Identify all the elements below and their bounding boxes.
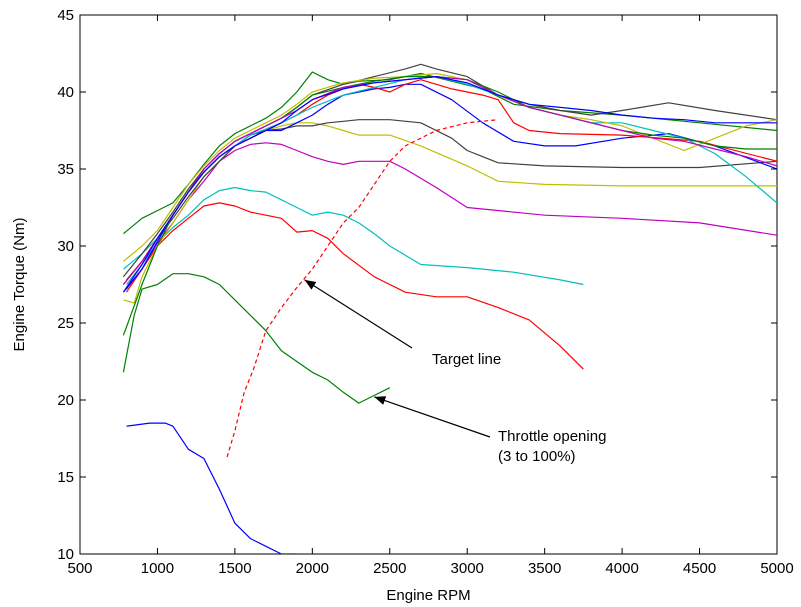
annotation-arrow-line	[374, 396, 491, 438]
annotation-arrow-line	[304, 279, 413, 349]
x-tick-label: 2500	[373, 560, 406, 577]
series-line-12	[122, 63, 777, 278]
y-tick-label: 40	[57, 84, 74, 101]
x-axis-label: Engine RPM	[386, 587, 470, 604]
series-line-15	[122, 75, 777, 285]
annotation-arrowhead	[374, 396, 387, 405]
annotation-target-line-text: Target line	[432, 351, 501, 368]
x-tick-label: 3500	[528, 560, 561, 577]
x-tick-label: 1000	[141, 560, 174, 577]
x-tick-label: 500	[67, 560, 92, 577]
series-line-1	[126, 422, 297, 554]
series-line-4	[126, 186, 584, 286]
annotation-throttle-opening-text: Throttle opening	[498, 428, 606, 445]
annotation-throttle-opening-text: (3 to 100%)	[498, 448, 576, 465]
y-tick-label: 15	[57, 469, 74, 486]
y-tick-label: 45	[57, 7, 74, 24]
x-tick-label: 4000	[605, 560, 638, 577]
annotation-arrowhead	[304, 279, 317, 290]
x-tick-label: 4500	[683, 560, 716, 577]
y-axis-label: Engine Torque (Nm)	[11, 218, 28, 352]
series-layer	[122, 63, 777, 554]
axes-layer: 500 1000 1500 2000 2500 3000 3500 4000 4500 5000 1…	[57, 7, 793, 577]
series-line-13	[123, 72, 777, 262]
x-tick-label: 5000	[760, 560, 793, 577]
y-tick-label: 20	[57, 392, 74, 409]
series-line-7	[126, 119, 777, 281]
annotation-layer: Target line Throttle opening (3 to 100%)	[304, 279, 606, 465]
y-tick-label: 30	[57, 238, 74, 255]
plot-area	[79, 14, 778, 555]
series-line-3	[126, 202, 584, 370]
series-line-16	[122, 75, 777, 293]
y-tick-label: 35	[57, 161, 74, 178]
y-tick-label: 25	[57, 315, 74, 332]
x-tick-label: 3000	[451, 560, 484, 577]
series-line-2	[122, 273, 391, 404]
y-tick-label: 10	[57, 546, 74, 563]
x-tick-label: 1500	[218, 560, 251, 577]
x-tick-label: 2000	[296, 560, 329, 577]
